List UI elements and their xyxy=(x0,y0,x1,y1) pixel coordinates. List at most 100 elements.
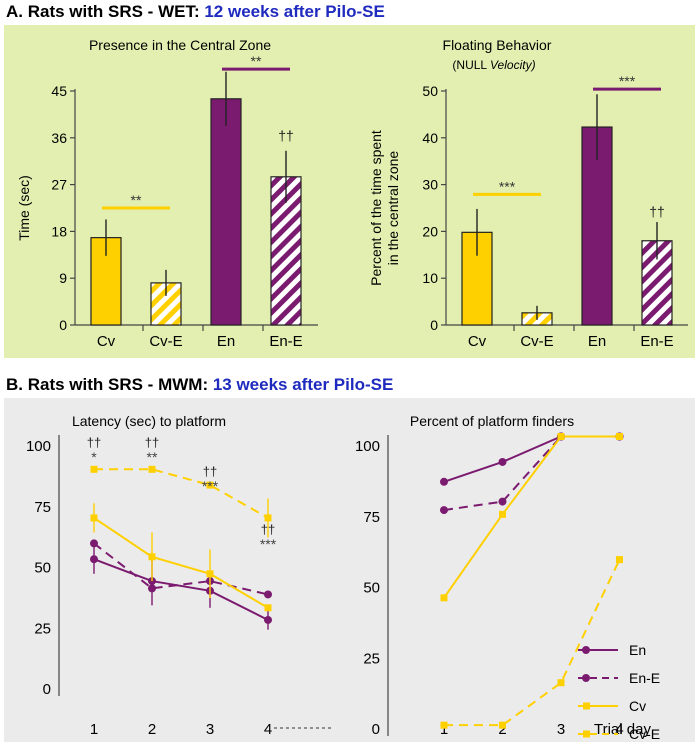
point-cv-e xyxy=(557,679,565,687)
significance-stars: ** xyxy=(147,449,158,465)
dagger-annotation: †† xyxy=(145,435,159,450)
y-axis-label: Time (sec) xyxy=(16,175,32,241)
y-tick-label: 30 xyxy=(422,177,438,193)
section-a-heading: A. Rats with SRS - WET: 12 weeks after P… xyxy=(6,2,385,22)
significance-stars: * xyxy=(91,449,97,465)
point-en-e xyxy=(440,506,448,515)
y-tick-label: 0 xyxy=(430,317,438,333)
point-en xyxy=(148,577,156,586)
legend-label: Cv xyxy=(629,698,646,714)
y-tick-label: 10 xyxy=(422,270,438,286)
point-cv xyxy=(557,433,565,441)
dagger-annotation: †† xyxy=(203,464,217,479)
x-tick-label: 1 xyxy=(440,721,448,738)
x-tick-label: En xyxy=(588,333,606,350)
point-cv xyxy=(148,553,156,561)
section-a-prefix: A. Rats with SRS - WET: xyxy=(6,2,205,21)
y-tick-label: 27 xyxy=(51,177,67,193)
y-tick-label: 36 xyxy=(51,130,67,146)
x-tick-label: 4 xyxy=(264,721,272,738)
x-tick-label: 2 xyxy=(498,721,506,738)
y-tick-label: 40 xyxy=(422,130,438,146)
point-cv xyxy=(616,433,623,441)
y-tick-label: 100 xyxy=(26,438,51,455)
point-cv-e xyxy=(264,514,272,522)
point-cv xyxy=(90,514,98,522)
dagger-annotation: †† xyxy=(278,127,294,143)
point-en-e xyxy=(148,584,156,593)
point-cv xyxy=(264,604,272,612)
y-tick-label: 0 xyxy=(43,681,51,698)
series-line-en-e xyxy=(93,542,269,596)
y-tick-label: 75 xyxy=(34,499,51,516)
legend-label: En xyxy=(629,642,646,658)
y-tick-label: 50 xyxy=(422,83,438,99)
series-line-cv xyxy=(443,435,620,599)
series-line-cv xyxy=(93,517,269,609)
y-tick-label: 25 xyxy=(34,620,51,637)
point-en xyxy=(440,477,448,486)
point-en-e xyxy=(498,497,507,506)
x-tick-label: 2 xyxy=(148,721,156,738)
section-b-prefix: B. Rats with SRS - MWM: xyxy=(6,375,213,394)
x-tick-label: Cv-E xyxy=(149,333,182,350)
x-tick-label: En xyxy=(217,333,235,350)
y-tick-label: 9 xyxy=(59,270,67,286)
point-en xyxy=(498,457,507,466)
y-tick-label: 25 xyxy=(363,650,380,667)
chart-subtitle: (NULL Velocity) xyxy=(452,58,535,72)
x-tick-label: 1 xyxy=(90,721,98,738)
significance-stars: ** xyxy=(251,53,262,69)
x-tick-label: 3 xyxy=(206,721,214,738)
point-cv-e xyxy=(616,556,623,564)
section-a-highlight: 12 weeks after Pilo-SE xyxy=(204,2,385,21)
x-tick-label: Cv-E xyxy=(520,333,553,350)
panel-a-charts: Presence in the Central Zone 0 9 18 27 36 45 Ti… xyxy=(16,37,688,350)
significance-stars: *** xyxy=(619,73,636,89)
chart-title: Latency (sec) to platform xyxy=(72,413,226,429)
point-en xyxy=(264,615,272,624)
y-tick-label: 20 xyxy=(422,223,438,239)
point-cv-e xyxy=(440,721,448,729)
x-tick-label: En-E xyxy=(640,333,673,350)
y-tick-label: 0 xyxy=(59,317,67,333)
dagger-annotation: †† xyxy=(261,522,275,537)
y-tick-label: 100 xyxy=(355,438,380,455)
series-line-en xyxy=(93,558,269,621)
point-cv xyxy=(499,510,506,518)
series-line-cv-e xyxy=(94,468,269,519)
chart-title: Presence in the Central Zone xyxy=(89,37,271,53)
point-en-e xyxy=(90,539,98,548)
chart-title: Percent of platform finders xyxy=(410,413,574,429)
y-tick-label: 50 xyxy=(363,580,380,597)
panel-b-charts: Latency (sec) to platform 0 25 50 75 100 1 2 3 4 †… xyxy=(26,413,660,742)
chart-title: Floating Behavior xyxy=(443,37,552,53)
dagger-annotation: †† xyxy=(87,435,101,450)
point-cv xyxy=(206,570,214,578)
legend-label: Cv-E xyxy=(629,726,660,742)
significance-stars: *** xyxy=(202,478,219,494)
point-cv-e xyxy=(90,465,98,473)
y-axis-label: Percent of the time spent xyxy=(368,130,384,286)
line-chart-3: Percent of platform finders 0 25 50 75 100 1 2 3… xyxy=(355,413,660,742)
point-cv xyxy=(440,594,448,602)
legend-marker xyxy=(582,674,590,682)
significance-stars: *** xyxy=(499,178,516,194)
y-tick-label: 0 xyxy=(372,721,380,738)
legend-marker xyxy=(583,730,590,738)
bar-chart-0: Presence in the Central Zone 0 9 18 27 36 45 Ti… xyxy=(16,37,318,350)
point-en xyxy=(90,555,98,564)
bar-en xyxy=(210,98,242,326)
significance-stars: *** xyxy=(260,536,277,552)
point-cv-e xyxy=(206,481,214,489)
dagger-annotation: †† xyxy=(649,203,665,219)
legend-marker xyxy=(583,702,590,710)
legend-marker xyxy=(582,646,590,654)
point-cv-e xyxy=(148,465,156,473)
x-tick-label: Cv xyxy=(468,333,487,350)
series-line-cv-e xyxy=(444,559,621,727)
y-axis-label-line2: in the central zone xyxy=(385,151,401,266)
y-tick-label: 45 xyxy=(51,83,67,99)
x-tick-label: Cv xyxy=(97,333,116,350)
panel-b: Latency (sec) to platform 0 25 50 75 100 1 2 3 4 †… xyxy=(4,398,695,742)
